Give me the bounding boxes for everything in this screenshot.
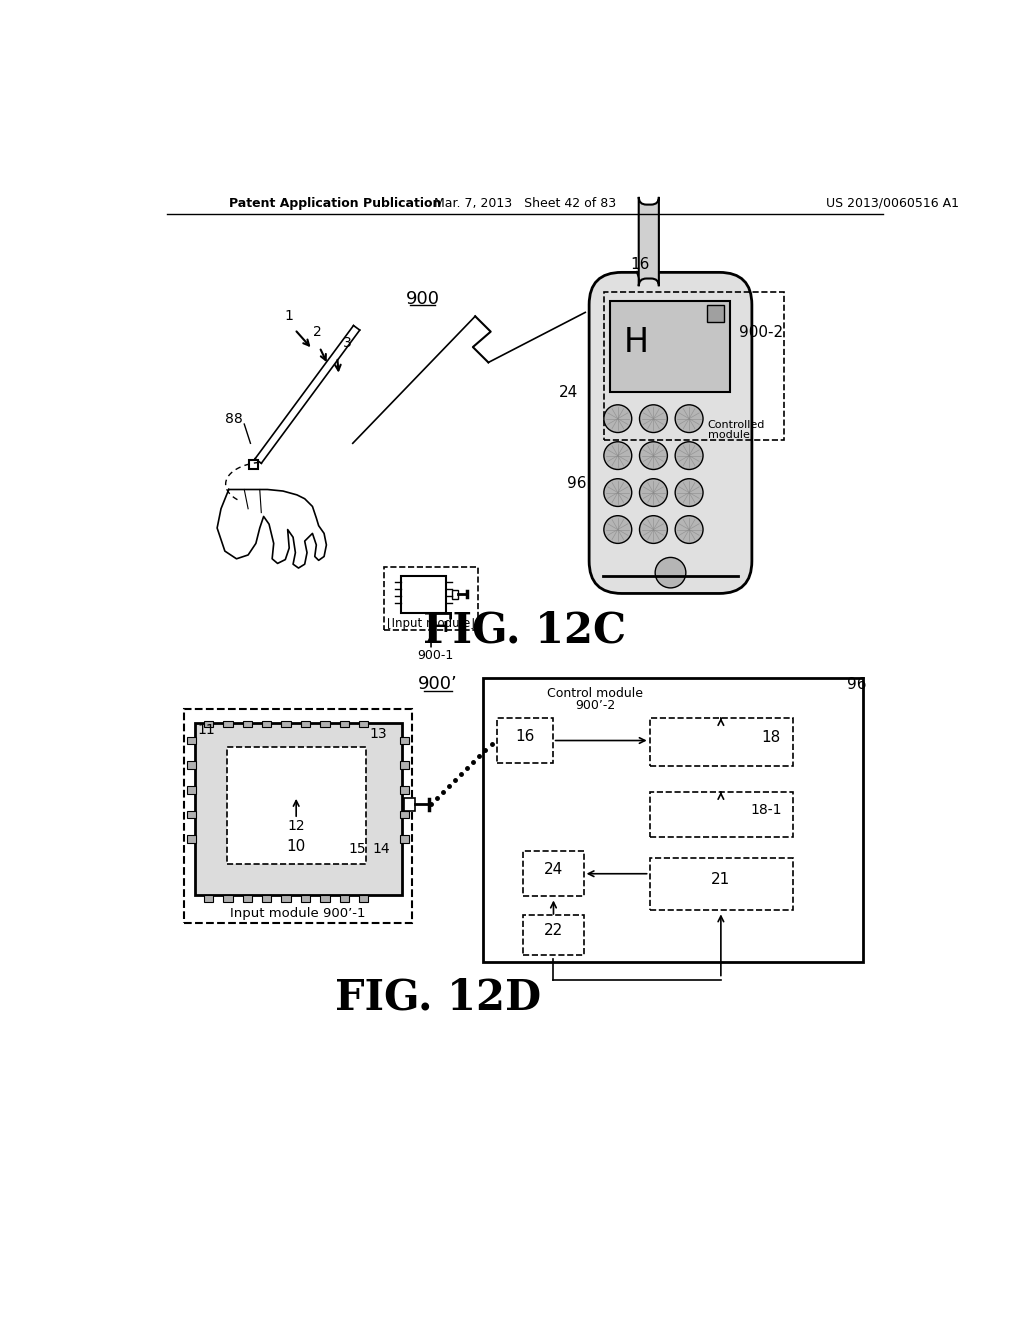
Bar (282, 721, 291, 726)
Circle shape (640, 516, 668, 544)
Circle shape (640, 479, 668, 507)
Bar (204, 895, 213, 903)
Text: 1: 1 (284, 309, 293, 323)
Bar (649, 858, 793, 909)
Bar (262, 895, 271, 903)
Text: Control module: Control module (547, 686, 643, 700)
Bar (187, 785, 197, 793)
Bar (204, 721, 213, 726)
Bar (183, 709, 413, 923)
Text: 96: 96 (847, 677, 866, 692)
Text: 21: 21 (712, 871, 730, 887)
Circle shape (640, 442, 668, 470)
Text: 2: 2 (313, 325, 323, 338)
Bar (243, 721, 252, 726)
Bar (321, 895, 330, 903)
Text: 14: 14 (372, 842, 390, 855)
Text: 16: 16 (515, 729, 535, 743)
Bar (523, 915, 584, 956)
Bar (649, 792, 793, 837)
Bar (707, 305, 724, 322)
Bar (400, 785, 410, 793)
Text: 10: 10 (287, 840, 306, 854)
Text: US 2013/0060516 A1: US 2013/0060516 A1 (825, 197, 958, 210)
Bar (384, 566, 478, 630)
Circle shape (675, 442, 703, 470)
Circle shape (640, 405, 668, 433)
Text: Controlled: Controlled (708, 420, 765, 430)
Circle shape (675, 516, 703, 544)
Text: 3: 3 (343, 337, 351, 350)
FancyBboxPatch shape (589, 272, 752, 594)
Bar (301, 721, 310, 726)
Circle shape (675, 405, 703, 433)
Text: FIG. 12D: FIG. 12D (335, 977, 541, 1019)
Bar (321, 721, 330, 726)
Text: 88: 88 (225, 412, 243, 425)
Bar (187, 762, 197, 770)
Bar (483, 678, 862, 961)
Bar (340, 721, 349, 726)
Text: 900-2: 900-2 (738, 325, 782, 341)
Bar (359, 895, 369, 903)
Text: module: module (708, 430, 750, 440)
Text: Input module 900’-1: Input module 900’-1 (230, 907, 366, 920)
Bar (604, 292, 784, 441)
Bar (340, 895, 349, 903)
Bar (223, 895, 232, 903)
Bar (187, 737, 197, 744)
Text: 24: 24 (544, 862, 563, 876)
Bar (249, 461, 258, 470)
Bar (359, 721, 369, 726)
Bar (403, 797, 415, 812)
Bar (195, 723, 401, 895)
Text: 12: 12 (288, 818, 305, 833)
Bar (262, 721, 271, 726)
Bar (400, 836, 410, 843)
Bar (400, 762, 410, 770)
Bar (400, 576, 445, 612)
Text: 18-1: 18-1 (750, 804, 781, 817)
Bar (523, 851, 584, 896)
Text: 900’: 900’ (418, 676, 458, 693)
Text: 900’-2: 900’-2 (575, 700, 615, 711)
Text: 22: 22 (544, 923, 563, 939)
Text: FIG. 12C: FIG. 12C (423, 610, 627, 651)
Circle shape (655, 557, 686, 587)
Text: Mar. 7, 2013   Sheet 42 of 83: Mar. 7, 2013 Sheet 42 of 83 (434, 197, 615, 210)
Text: 13: 13 (370, 727, 387, 742)
Bar (400, 810, 410, 818)
Text: 24: 24 (559, 385, 579, 400)
Text: 900: 900 (406, 289, 439, 308)
Bar (497, 718, 553, 763)
Bar (301, 895, 310, 903)
Bar (187, 810, 197, 818)
Text: 11: 11 (198, 722, 215, 737)
Circle shape (604, 516, 632, 544)
Bar (243, 895, 252, 903)
Text: 96: 96 (567, 477, 587, 491)
FancyBboxPatch shape (639, 197, 658, 286)
Text: 18: 18 (762, 730, 781, 744)
Bar (187, 836, 197, 843)
Bar (400, 737, 410, 744)
Text: Patent Application Publication: Patent Application Publication (228, 197, 441, 210)
Bar (223, 721, 232, 726)
Circle shape (675, 479, 703, 507)
Text: H: H (624, 326, 649, 359)
Circle shape (604, 405, 632, 433)
Bar (610, 301, 730, 392)
Text: 900-1: 900-1 (417, 649, 453, 661)
Circle shape (604, 479, 632, 507)
Text: ⌊Input module⌋: ⌊Input module⌋ (387, 618, 475, 631)
Bar (649, 718, 793, 766)
Circle shape (604, 442, 632, 470)
Bar (452, 590, 458, 599)
Text: 16: 16 (630, 256, 649, 272)
Bar (227, 747, 366, 863)
Text: 15: 15 (349, 842, 367, 855)
Bar (282, 895, 291, 903)
